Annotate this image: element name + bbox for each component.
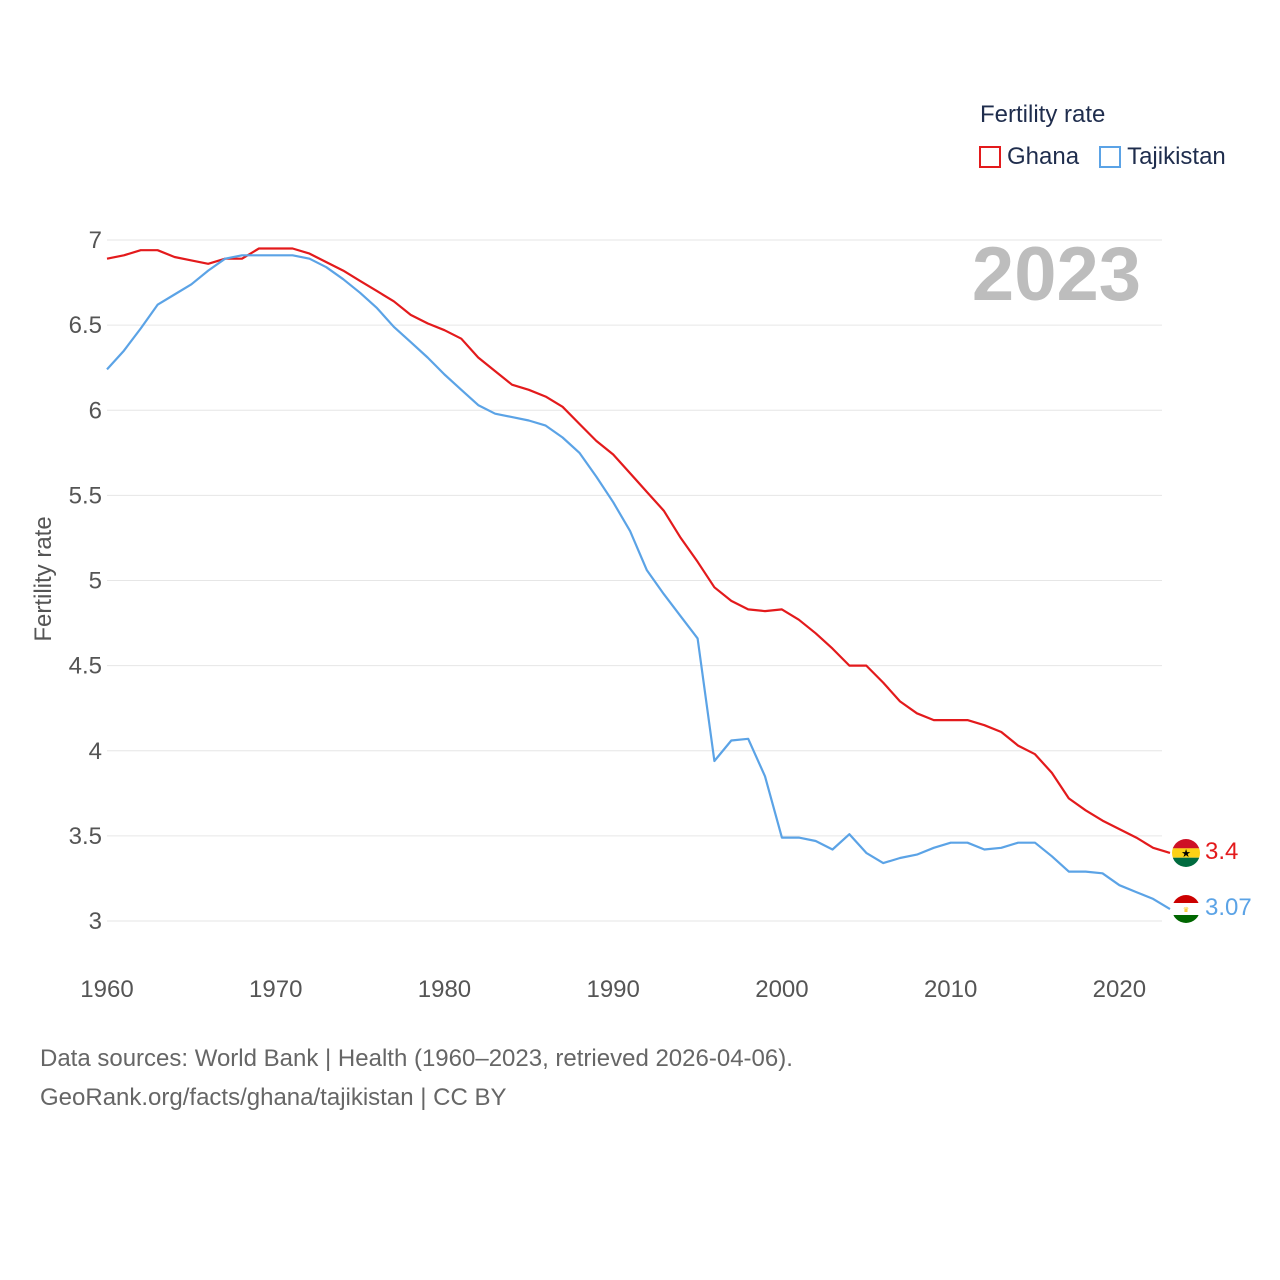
x-tick-label: 1970: [249, 976, 302, 1003]
y-tick-label: 4.5: [69, 653, 102, 680]
y-tick-label: 3.5: [69, 823, 102, 850]
legend-item-ghana[interactable]: Ghana: [979, 143, 1079, 171]
end-markers: ★ ♛ 3.4 3.07: [1172, 838, 1252, 923]
y-axis-label: Fertility rate: [30, 516, 57, 641]
y-tick-label: 5: [89, 568, 102, 595]
legend-label-ghana: Ghana: [1007, 143, 1080, 170]
big-year-watermark: 2023: [972, 232, 1141, 317]
footer-attribution[interactable]: GeoRank.org/facts/ghana/tajikistan | CC …: [40, 1084, 507, 1111]
footer-data-sources: Data sources: World Bank | Health (1960–…: [40, 1045, 793, 1072]
series-lines: [106, 247, 1171, 911]
x-tick-label: 1960: [80, 976, 133, 1003]
x-tick-label: 2010: [924, 976, 977, 1003]
ghana-flag-icon: ★: [1172, 839, 1200, 867]
legend: Ghana Tajikistan: [979, 143, 1246, 171]
tajikistan-flag-icon: ♛: [1172, 895, 1200, 923]
y-tick-label: 6: [89, 397, 102, 424]
series-line-tajikistan: [106, 254, 1171, 911]
y-tick-label: 6.5: [69, 312, 102, 339]
legend-swatch-tajikistan: [1099, 146, 1122, 168]
y-tick-label: 5.5: [69, 482, 102, 509]
svg-text:★: ★: [1181, 848, 1191, 860]
y-tick-label: 3: [89, 908, 102, 935]
y-tick-label: 4: [89, 738, 102, 765]
x-axis-ticks: 1960 1970 1980 1990 2000 2010 2020: [80, 976, 1146, 1003]
grid-lines: [107, 239, 1162, 922]
ghana-end-value: 3.4: [1205, 838, 1238, 865]
svg-text:♛: ♛: [1183, 906, 1189, 914]
y-tick-label: 7: [89, 227, 102, 254]
series-line-ghana: [106, 247, 1171, 854]
tajikistan-end-value: 3.07: [1205, 894, 1252, 921]
x-tick-label: 1980: [418, 976, 471, 1003]
legend-title: Fertility rate: [980, 101, 1106, 128]
x-tick-label: 2000: [755, 976, 808, 1003]
x-tick-label: 2020: [1093, 976, 1146, 1003]
y-axis-ticks: 3 3.5 4 4.5 5 5.5 6 6.5 7: [69, 227, 102, 935]
legend-label-tajikistan: Tajikistan: [1127, 143, 1226, 170]
legend-item-tajikistan[interactable]: Tajikistan: [1099, 143, 1226, 171]
x-tick-label: 1990: [586, 976, 639, 1003]
legend-swatch-ghana: [979, 146, 1001, 168]
